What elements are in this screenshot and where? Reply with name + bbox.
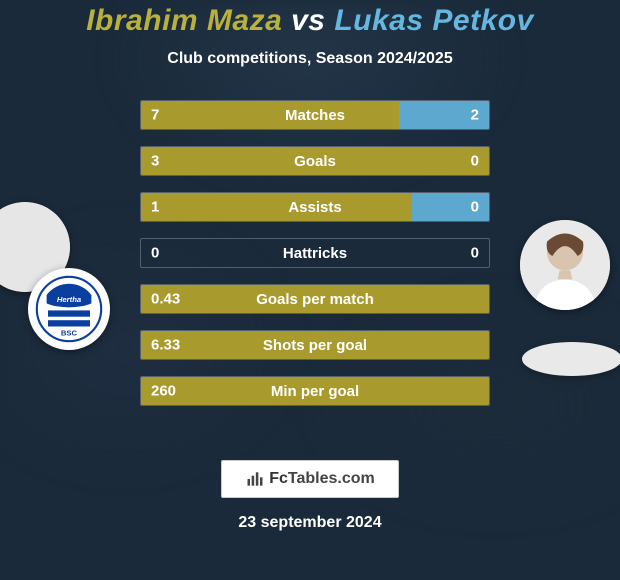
stat-row: 260Min per goal: [140, 376, 490, 406]
bar-left: [141, 101, 399, 129]
bar-left: [141, 377, 489, 405]
chart-icon: [245, 469, 265, 489]
vs-text: vs: [291, 4, 325, 37]
stat-bars: 72Matches30Goals10Assists00Hattricks0.43…: [140, 100, 490, 422]
stat-row: 0 0Hattricks: [140, 238, 490, 268]
bar-left: [141, 193, 412, 221]
content: Ibrahim Maza vs Lukas Petkov Club compet…: [0, 0, 620, 580]
player2-club-logo: [522, 342, 620, 376]
player2-name: Lukas Petkov: [334, 4, 533, 37]
brand-suffix: Tables.com: [288, 470, 375, 487]
stat-value-left: 260: [151, 383, 176, 400]
stat-value-right: 2: [471, 107, 479, 124]
main-area: Hertha BSC 72Matches30Goals10Assists00Ha…: [0, 90, 620, 580]
stat-value-right: 0: [471, 245, 479, 262]
stat-row: 30Goals: [140, 146, 490, 176]
subtitle: Club competitions, Season 2024/2025: [167, 50, 452, 68]
player2-avatar: [520, 220, 610, 310]
stat-value-left: 7: [151, 107, 159, 124]
player1-name: Ibrahim Maza: [86, 4, 282, 37]
stat-row: 10Assists: [140, 192, 490, 222]
stat-label: Hattricks: [141, 245, 489, 262]
svg-text:BSC: BSC: [61, 329, 78, 338]
brand-prefix: Fc: [269, 470, 288, 487]
stat-value-right: 0: [471, 199, 479, 216]
stat-row: 0.43Goals per match: [140, 284, 490, 314]
bar-left: [141, 285, 489, 313]
stat-value-left: 6.33: [151, 337, 180, 354]
page-title: Ibrahim Maza vs Lukas Petkov: [86, 4, 534, 38]
stat-row: 72Matches: [140, 100, 490, 130]
stat-value-left: 0: [151, 245, 159, 262]
stat-value-right: 0: [471, 153, 479, 170]
svg-text:Hertha: Hertha: [57, 295, 82, 304]
bar-left: [141, 331, 489, 359]
brand-text: FcTables.com: [269, 470, 375, 488]
brand-badge: FcTables.com: [221, 460, 399, 498]
player1-club-logo: Hertha BSC: [28, 268, 110, 350]
bar-left: [141, 147, 489, 175]
date-text: 23 september 2024: [0, 514, 620, 532]
stat-value-left: 1: [151, 199, 159, 216]
stat-row: 6.33Shots per goal: [140, 330, 490, 360]
stat-value-left: 3: [151, 153, 159, 170]
stat-value-left: 0.43: [151, 291, 180, 308]
